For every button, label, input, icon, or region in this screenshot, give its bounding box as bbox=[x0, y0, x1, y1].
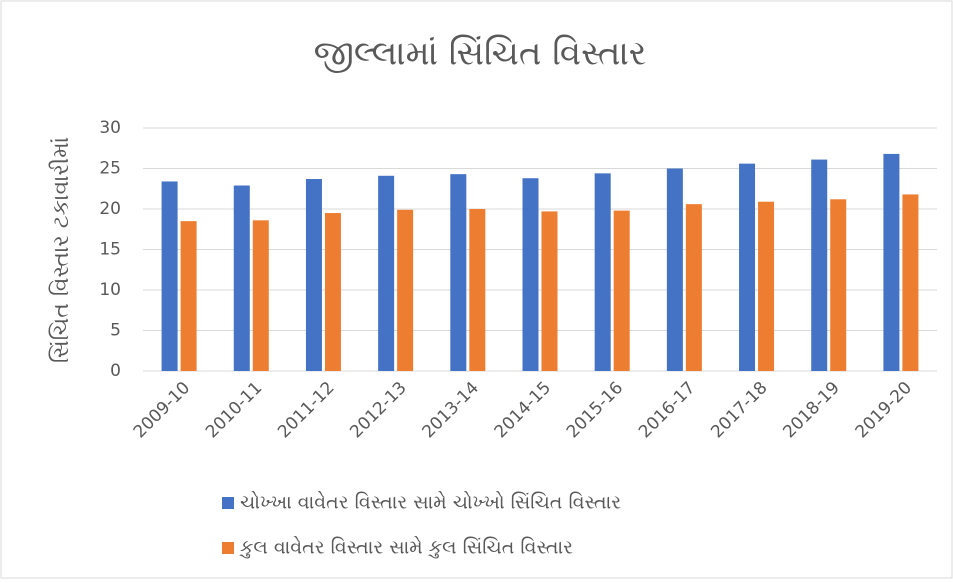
y-tick-label: 30 bbox=[99, 118, 121, 138]
legend-label: કુલ વાવેતર વિસ્તાર સામે કુલ સિંચિત વિસ્ત… bbox=[239, 536, 574, 558]
bar bbox=[252, 220, 269, 371]
y-axis-label: સિંચિત વિસ્તાર ટકાવારીમાં bbox=[49, 137, 74, 363]
bar bbox=[161, 181, 178, 371]
bar bbox=[830, 199, 847, 371]
bar bbox=[450, 174, 467, 371]
bar bbox=[811, 159, 828, 371]
bar bbox=[180, 221, 197, 371]
bar bbox=[541, 211, 558, 371]
y-tick-label: 10 bbox=[99, 280, 121, 300]
y-tick-label: 25 bbox=[99, 159, 121, 179]
y-tick-label: 15 bbox=[99, 240, 121, 260]
bar bbox=[469, 209, 486, 371]
bar bbox=[233, 185, 250, 371]
legend-swatch bbox=[222, 542, 234, 554]
bar bbox=[594, 173, 611, 371]
chart-title: જીલ્લામાં સિંચિત વિસ્તાર bbox=[314, 34, 647, 74]
bar bbox=[666, 168, 683, 371]
legend-label: ચોખ્ખા વાવેતર વિસ્તાર સામે ચોખ્ખો સિંચિત… bbox=[240, 491, 621, 513]
y-tick-label: 0 bbox=[110, 361, 121, 381]
bar bbox=[522, 178, 539, 371]
bar bbox=[613, 210, 630, 371]
bar bbox=[902, 194, 919, 371]
bar bbox=[397, 209, 414, 371]
y-tick-label: 20 bbox=[99, 199, 121, 219]
bar bbox=[305, 179, 322, 371]
bar bbox=[883, 153, 900, 371]
bar bbox=[758, 201, 775, 371]
bar bbox=[685, 204, 702, 371]
legend-swatch bbox=[222, 497, 234, 509]
bar bbox=[378, 175, 395, 371]
y-tick-label: 5 bbox=[110, 321, 121, 341]
bar bbox=[324, 213, 341, 371]
bar bbox=[739, 163, 756, 371]
